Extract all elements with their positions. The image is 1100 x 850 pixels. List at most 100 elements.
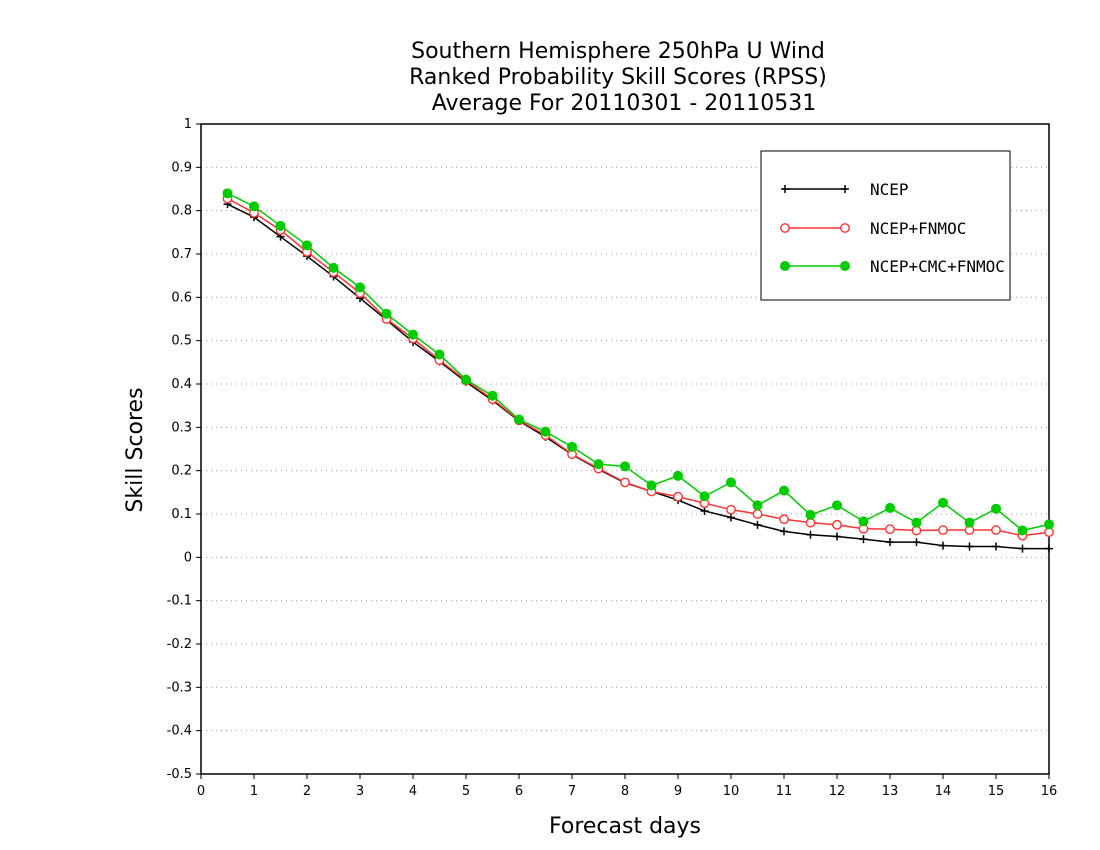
legend-label: NCEP+CMC+FNMOC [870, 257, 1005, 276]
series-ncep-cmc-fnmoc-point [646, 480, 657, 491]
legend: NCEP NCEP+FNMOC NCEP+CMC+FNMOC [760, 150, 1011, 301]
series-ncep-cmc-fnmoc-point [938, 497, 948, 508]
x-tick-label: 6 [515, 784, 523, 799]
series-ncep-cmc-fnmoc-point [1044, 519, 1054, 530]
series-ncep-point [833, 532, 841, 541]
legend-marker [781, 185, 789, 193]
y-tick-label: -0.4 [167, 724, 192, 739]
y-tick-label: 0.4 [171, 377, 192, 392]
y-tick-label: 0.1 [171, 507, 192, 522]
x-tick-label: 12 [829, 784, 846, 799]
chart-title-line-2: Ranked Probability Skill Scores (RPSS) [409, 65, 827, 90]
x-tick-label: 1 [250, 784, 258, 799]
series-ncep-fnmoc-point [991, 525, 1001, 535]
series-ncep-cmc-fnmoc-point [355, 282, 365, 293]
series-ncep-cmc-fnmoc-point [408, 329, 418, 340]
legend-label: NCEP [870, 180, 909, 199]
series-ncep-cmc-fnmoc-point [752, 500, 763, 511]
series-ncep-cmc-fnmoc-line [227, 192, 1050, 532]
x-tick-label: 8 [621, 784, 629, 799]
series-ncep-cmc-fnmoc-point [1017, 525, 1028, 536]
x-tick-label: 4 [409, 784, 417, 799]
series-ncep-fnmoc-point [673, 491, 683, 502]
x-tick-label: 13 [882, 784, 899, 799]
series-ncep-fnmoc-point [832, 519, 842, 530]
x-tick-label: 15 [988, 784, 1005, 799]
y-tick-label: -0.2 [167, 637, 192, 652]
series-ncep-cmc-fnmoc-point [222, 188, 233, 199]
legend-item-ncep-cmc-fnmoc: NCEP+CMC+FNMOC [780, 257, 1005, 276]
legend-marker [840, 261, 850, 271]
y-tick-label: 0.3 [171, 420, 192, 435]
series-ncep-point [886, 538, 894, 547]
legend-marker [840, 223, 850, 233]
legend-marker [780, 223, 790, 233]
series-ncep-cmc-fnmoc-point [964, 517, 975, 528]
y-tick-label: 0.6 [171, 290, 192, 305]
y-tick-label: 0 [184, 550, 192, 565]
y-tick-label: -0.1 [167, 594, 192, 609]
series-ncep-cmc-fnmoc-point [673, 470, 683, 481]
series-ncep-cmc-fnmoc-point [275, 220, 286, 231]
series-ncep-point [1018, 544, 1027, 553]
series-ncep-cmc-fnmoc-point [302, 240, 312, 251]
x-tick-label: 0 [197, 784, 205, 799]
series-layer [222, 188, 1054, 553]
series-ncep-cmc-fnmoc-point [514, 414, 524, 425]
series-ncep-cmc-fnmoc-point [487, 390, 498, 401]
y-tick-label: -0.5 [167, 767, 192, 782]
series-ncep-point [939, 541, 947, 550]
series-ncep-cmc-fnmoc-point [805, 509, 816, 520]
series-ncep-fnmoc-point [726, 504, 736, 515]
series-ncep-cmc-fnmoc [222, 188, 1054, 536]
series-ncep-cmc-fnmoc-point [911, 517, 922, 528]
chart-title-line-1: Southern Hemisphere 250hPa U Wind [411, 39, 825, 64]
y-tick-label: 0.2 [171, 464, 192, 479]
x-tick-label: 16 [1041, 784, 1058, 799]
series-ncep-point [912, 538, 921, 547]
y-tick-label: 0.8 [171, 204, 192, 219]
y-axis-ticks: -0.5 -0.4 -0.3 -0.2 -0.1 0 0.1 0.2 0.3 0.4 0.5 0.6 0… [167, 117, 201, 782]
series-ncep-fnmoc-point [938, 525, 948, 535]
series-ncep-cmc-fnmoc-point [249, 201, 259, 212]
x-tick-label: 5 [462, 784, 470, 799]
chart-title: Southern Hemisphere 250hPa U Wind Ranked… [409, 39, 827, 116]
series-ncep-fnmoc-point [885, 524, 895, 535]
series-ncep-cmc-fnmoc-point [434, 349, 445, 360]
series-ncep-fnmoc-point [620, 477, 630, 488]
series-ncep-point [727, 513, 735, 522]
series-ncep-point [992, 542, 1000, 551]
x-tick-label: 14 [935, 784, 952, 799]
y-tick-label: 0.9 [171, 160, 192, 175]
series-ncep-cmc-fnmoc-point [593, 459, 604, 470]
series-ncep-cmc-fnmoc-point [699, 491, 710, 502]
series-ncep-cmc-fnmoc-point [991, 503, 1001, 514]
series-ncep-point [753, 520, 762, 529]
series-ncep-point [965, 542, 974, 551]
series-ncep-point [859, 535, 868, 544]
series-ncep-cmc-fnmoc-point [328, 262, 339, 273]
series-ncep-point [780, 527, 788, 536]
series-ncep-cmc-fnmoc-point [779, 485, 789, 496]
series-ncep-cmc-fnmoc-point [832, 500, 842, 511]
series-ncep-cmc-fnmoc-point [858, 516, 869, 527]
x-tick-label: 7 [568, 784, 576, 799]
x-tick-label: 2 [303, 784, 311, 799]
legend-marker [841, 185, 849, 193]
series-ncep-cmc-fnmoc-point [461, 374, 471, 385]
x-axis-ticks: 0 1 2 3 4 5 6 7 8 9 10 11 12 13 14 15 16 [197, 774, 1057, 799]
x-tick-label: 11 [776, 784, 793, 799]
series-ncep-fnmoc-point [779, 514, 789, 525]
legend-item-ncep: NCEP [781, 180, 909, 199]
legend-marker [780, 261, 790, 271]
chart-title-line-3: Average For 20110301 - 20110531 [432, 91, 817, 116]
series-ncep-point [700, 506, 709, 515]
x-tick-label: 10 [723, 784, 740, 799]
series-ncep-point [806, 530, 815, 539]
series-ncep-fnmoc-point [752, 509, 763, 519]
x-tick-label: 3 [356, 784, 364, 799]
legend-item-ncep-fnmoc: NCEP+FNMOC [780, 219, 966, 238]
series-ncep-cmc-fnmoc-point [567, 441, 577, 452]
series-ncep-cmc-fnmoc-point [540, 426, 551, 437]
